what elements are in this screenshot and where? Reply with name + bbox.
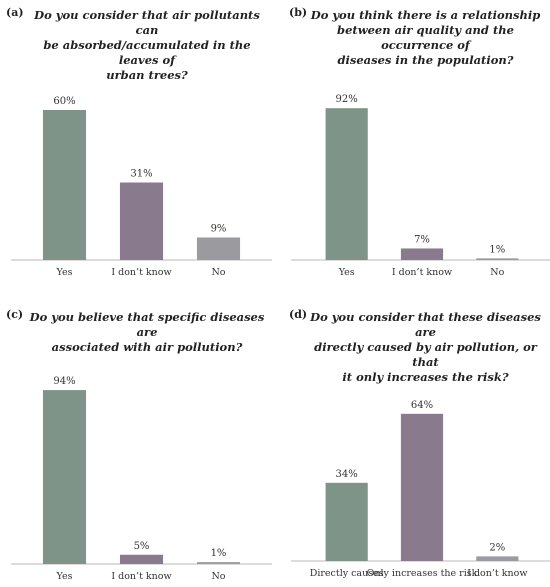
chart-title-line: urban trees? — [106, 68, 188, 82]
category-tick-label: Directly causes — [310, 568, 384, 579]
bar-i-don-t-know — [400, 248, 444, 260]
category-tick-label: Yes — [56, 571, 73, 582]
category-tick-label: Yes — [56, 267, 73, 278]
panel-label: (b) — [289, 6, 308, 19]
category-tick-label: Only increases the risk — [367, 568, 478, 579]
bar-no — [196, 237, 241, 260]
chart-panel-b: (b) Do you think there is a relationship… — [289, 6, 550, 286]
bar-chart: 92% Yes 7% I don’t know 1% No — [291, 94, 550, 278]
bar-no — [196, 562, 241, 564]
chart-panel-d: (d) Do you consider that these diseases … — [289, 308, 550, 587]
data-label: 34% — [336, 469, 358, 480]
data-label: 2% — [489, 542, 505, 553]
bar-chart: 94% Yes 5% I don’t know 1% No — [11, 376, 272, 582]
bar-directly-causes — [325, 482, 368, 561]
chart-title-line: directly caused by air pollution, or tha… — [314, 340, 537, 369]
chart-title-line: Do you consider that air pollutants can — [34, 8, 260, 37]
chart-title-line: Do you consider that these diseases are — [310, 310, 541, 339]
category-tick-label: No — [490, 267, 504, 278]
data-label: 5% — [134, 541, 150, 552]
data-label: 7% — [414, 234, 430, 245]
panel-label: (a) — [6, 6, 24, 19]
data-label: 94% — [53, 376, 75, 387]
data-label: 1% — [489, 244, 505, 255]
panel-label: (d) — [289, 308, 308, 321]
chart-title: Do you consider that air pollutants can … — [22, 8, 272, 83]
chart-title-line: Do you think there is a relationship — [310, 8, 541, 22]
data-label: 64% — [411, 400, 433, 411]
chart-panel-c: (c) Do you believe that specific disease… — [6, 308, 272, 587]
data-label: 31% — [130, 169, 152, 180]
category-tick-label: I don’t know — [392, 267, 452, 278]
bar-only-increases-the-risk — [400, 413, 444, 561]
bar-i-don-t-know — [476, 556, 519, 561]
bar-chart: 34% Directly causes 64% Only increases the … — [291, 400, 550, 579]
bar-no — [476, 258, 519, 260]
bar-yes — [325, 108, 368, 260]
chart-title-line: associated with air pollution? — [51, 340, 243, 354]
chart-title: Do you believe that specific diseases ar… — [22, 310, 272, 355]
bar-chart: 60% Yes 31% I don’t know 9% No — [11, 96, 272, 278]
data-label: 60% — [53, 96, 75, 107]
bar-yes — [42, 110, 87, 260]
category-tick-label: I don’t know — [111, 571, 171, 582]
data-label: 92% — [336, 94, 358, 105]
chart-panel-a: (a) Do you consider that air pollutants … — [6, 6, 272, 286]
category-tick-label: I don’t know — [111, 267, 171, 278]
chart-title-line: between air quality and the occurrence o… — [337, 23, 514, 52]
panel-label: (c) — [6, 308, 24, 321]
chart-title-line: be absorbed/accumulated in the leaves of — [43, 38, 251, 67]
category-tick-label: I don’t know — [467, 568, 527, 579]
data-label: 1% — [211, 548, 227, 559]
bar-i-don-t-know — [119, 182, 164, 260]
chart-title-line: Do you believe that specific diseases ar… — [29, 310, 265, 339]
chart-title: Do you consider that these diseases are … — [301, 310, 550, 385]
chart-title-line: diseases in the population? — [337, 53, 514, 67]
category-tick-label: No — [211, 267, 225, 278]
category-tick-label: Yes — [338, 267, 355, 278]
data-label: 9% — [211, 224, 227, 235]
category-tick-label: No — [211, 571, 225, 582]
bar-yes — [42, 390, 87, 564]
chart-title-line: it only increases the risk? — [342, 370, 509, 384]
bar-i-don-t-know — [119, 554, 164, 564]
chart-title: Do you think there is a relationship bet… — [301, 8, 550, 68]
